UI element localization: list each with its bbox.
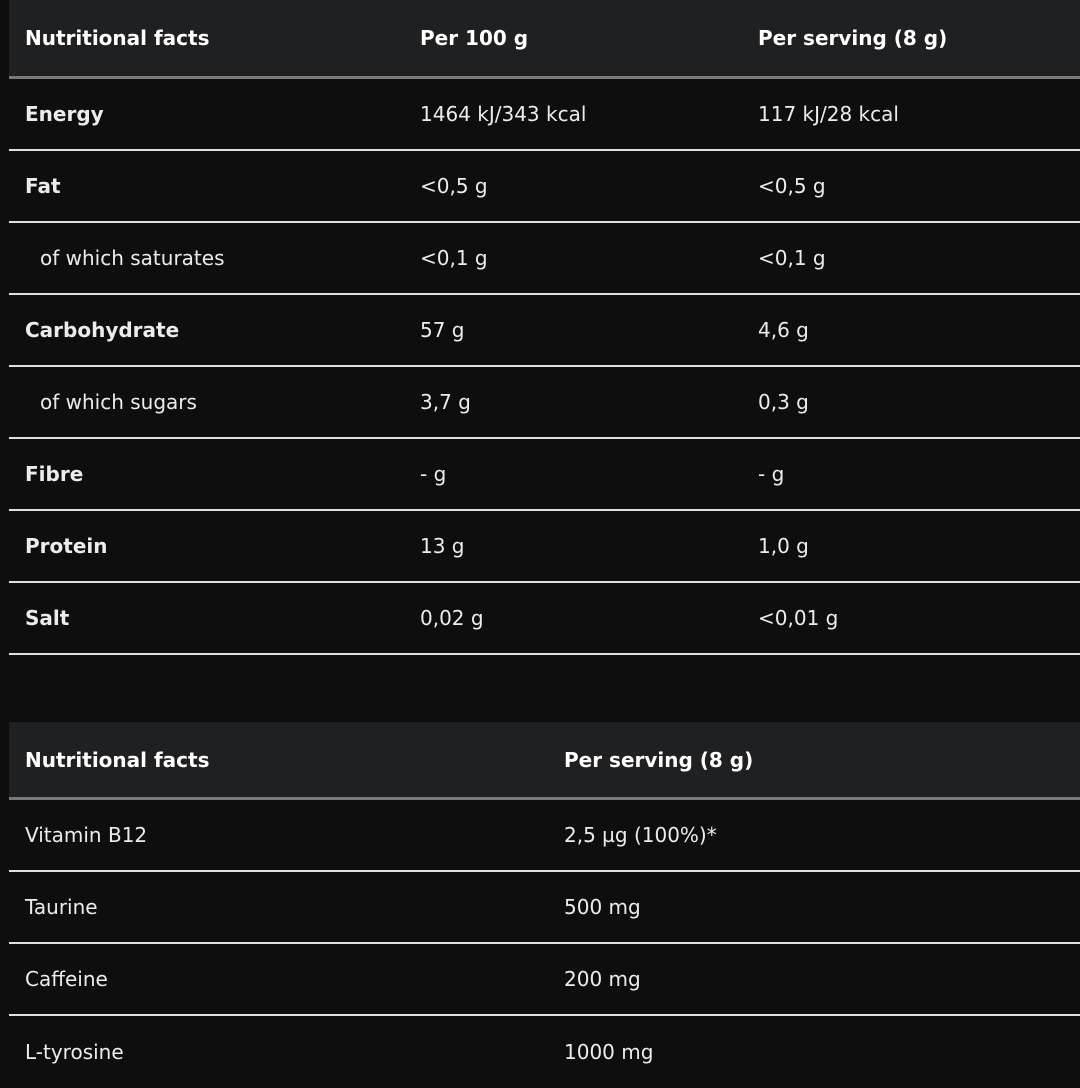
header-per-100g: Per 100 g: [420, 26, 529, 50]
table-row: Carbohydrate 57 g 4,6 g: [9, 295, 1080, 367]
row-per100: 0,02 g: [420, 606, 484, 630]
table-row: of which sugars 3,7 g 0,3 g: [9, 367, 1080, 439]
row-per100: <0,1 g: [420, 246, 488, 270]
row-label: of which saturates: [40, 246, 225, 270]
row-serving: - g: [758, 462, 785, 486]
row-serving: <0,1 g: [758, 246, 826, 270]
table-row: Fibre - g - g: [9, 439, 1080, 511]
row-serving: 200 mg: [564, 967, 641, 991]
row-serving: 0,3 g: [758, 390, 809, 414]
row-label: Protein: [25, 534, 108, 558]
table-row: Vitamin B12 2,5 µg (100%)*: [9, 800, 1080, 872]
row-serving: 4,6 g: [758, 318, 809, 342]
table-row: Taurine 500 mg: [9, 872, 1080, 944]
row-per100: 1464 kJ/343 kcal: [420, 102, 587, 126]
row-per100: 3,7 g: [420, 390, 471, 414]
row-label: Salt: [25, 606, 70, 630]
row-label: L-tyrosine: [25, 1040, 124, 1064]
row-serving: <0,01 g: [758, 606, 839, 630]
table-row: Salt 0,02 g <0,01 g: [9, 583, 1080, 655]
nutrition-table: Nutritional facts Per 100 g Per serving …: [9, 0, 1080, 655]
header-nutritional-facts: Nutritional facts: [25, 747, 210, 772]
row-label: Carbohydrate: [25, 318, 180, 342]
row-serving: 500 mg: [564, 895, 641, 919]
row-serving: 2,5 µg (100%)*: [564, 823, 717, 847]
table-row: Caffeine 200 mg: [9, 944, 1080, 1016]
row-serving: 1000 mg: [564, 1040, 654, 1064]
row-label: Energy: [25, 102, 104, 126]
table-row: Fat <0,5 g <0,5 g: [9, 151, 1080, 223]
row-per100: - g: [420, 462, 447, 486]
header-per-serving: Per serving (8 g): [564, 747, 754, 772]
row-serving: <0,5 g: [758, 174, 826, 198]
header-nutritional-facts: Nutritional facts: [25, 26, 210, 50]
row-serving: 1,0 g: [758, 534, 809, 558]
table-row: of which saturates <0,1 g <0,1 g: [9, 223, 1080, 295]
row-per100: <0,5 g: [420, 174, 488, 198]
row-per100: 57 g: [420, 318, 465, 342]
table-row: Protein 13 g 1,0 g: [9, 511, 1080, 583]
row-label: Fat: [25, 174, 61, 198]
row-label: of which sugars: [40, 390, 197, 414]
row-label: Vitamin B12: [25, 823, 148, 847]
row-label: Caffeine: [25, 967, 108, 991]
table-header: Nutritional facts Per serving (8 g): [9, 722, 1080, 800]
table-header: Nutritional facts Per 100 g Per serving …: [9, 0, 1080, 79]
row-label: Fibre: [25, 462, 84, 486]
table-row: Energy 1464 kJ/343 kcal 117 kJ/28 kcal: [9, 79, 1080, 151]
header-per-serving: Per serving (8 g): [758, 26, 948, 50]
supplement-table: Nutritional facts Per serving (8 g) Vita…: [9, 722, 1080, 1088]
row-serving: 117 kJ/28 kcal: [758, 102, 899, 126]
row-per100: 13 g: [420, 534, 465, 558]
table-row: L-tyrosine 1000 mg: [9, 1016, 1080, 1088]
row-label: Taurine: [25, 895, 98, 919]
